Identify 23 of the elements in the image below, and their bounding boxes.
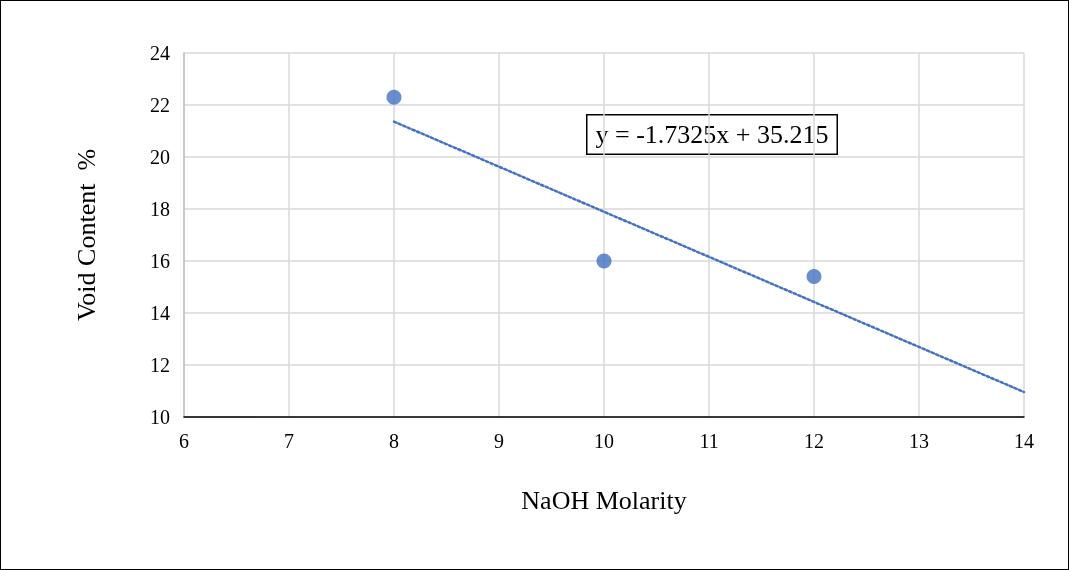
y-tick-label: 14	[150, 302, 170, 324]
x-axis-title: NaOH Molarity	[521, 485, 687, 515]
x-tick-label: 8	[389, 430, 399, 452]
x-tick-label: 11	[699, 430, 719, 452]
point	[806, 269, 822, 285]
annotation: y = -1.7325x + 35.215	[595, 120, 829, 149]
x-tick-label: 6	[179, 430, 189, 452]
point	[596, 253, 612, 269]
point	[386, 89, 402, 105]
y-tick-label: 10	[150, 406, 170, 428]
y-tick-label: 12	[150, 354, 170, 376]
x-tick-label: 13	[909, 430, 929, 452]
x-tick-label: 9	[494, 430, 504, 452]
y-tick-label: 16	[150, 250, 170, 272]
y-tick-label: 18	[150, 198, 170, 220]
y-tick-label: 24	[150, 42, 170, 64]
y-tick-label: 20	[150, 146, 170, 168]
x-tick-label: 10	[594, 430, 614, 452]
x-tick-label: 7	[284, 430, 294, 452]
x-tick-label: 12	[804, 430, 824, 452]
y-axis-title: Void Content %	[71, 148, 101, 322]
x-tick-label: 14	[1014, 430, 1034, 452]
y-tick-label: 22	[150, 94, 170, 116]
